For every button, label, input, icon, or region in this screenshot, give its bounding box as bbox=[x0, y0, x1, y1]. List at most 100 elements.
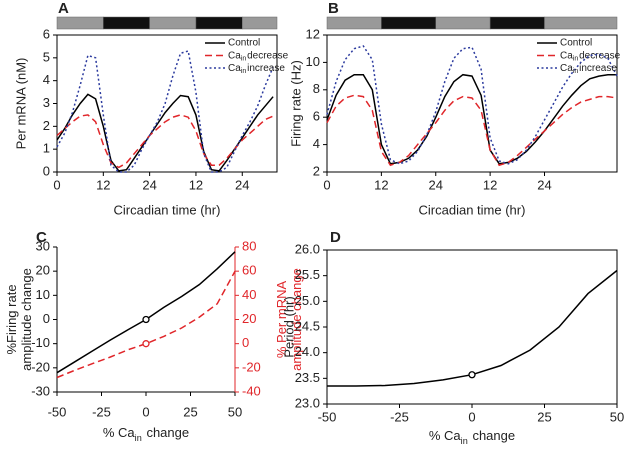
subscript: in bbox=[573, 56, 579, 63]
light-dark-segment bbox=[489, 16, 545, 30]
open-marker bbox=[468, 371, 476, 379]
subscript: in bbox=[573, 68, 579, 75]
light-dark-segment bbox=[544, 16, 618, 30]
x-axis-label: Circadian time (hr) bbox=[114, 202, 221, 217]
y-tick-label: 2 bbox=[313, 163, 320, 178]
text-part: decrease bbox=[579, 50, 621, 61]
series-line bbox=[56, 50, 274, 173]
text-part: % Ca bbox=[429, 428, 462, 443]
y-tick-label: 24.5 bbox=[295, 318, 320, 333]
text-part: increase bbox=[579, 63, 617, 74]
subscript: in bbox=[241, 68, 247, 75]
series-line bbox=[56, 251, 236, 374]
x-tick-label: 0 bbox=[53, 177, 60, 192]
y-axis-label: Period (hr) bbox=[281, 296, 296, 357]
y-tick-label: -10 bbox=[31, 335, 50, 350]
x-tick-label: 24 bbox=[429, 177, 443, 192]
x-tick-label: 12 bbox=[96, 177, 110, 192]
subscript: in bbox=[135, 433, 142, 443]
y-tick-label: 5 bbox=[43, 49, 50, 64]
label-line: % Per mRNA bbox=[274, 281, 289, 359]
subscript: in bbox=[241, 56, 247, 63]
y2-tick-label: 80 bbox=[242, 238, 256, 253]
plot-frame bbox=[326, 34, 618, 173]
y-tick-label: 26.0 bbox=[295, 241, 320, 256]
series-line bbox=[56, 270, 236, 379]
x-tick-label: 0 bbox=[468, 409, 475, 424]
panel-letter: B bbox=[328, 0, 339, 17]
plot-frame bbox=[326, 249, 618, 405]
label-line: amplitude change bbox=[289, 268, 304, 371]
x-axis-label: % Cain change bbox=[103, 425, 189, 443]
legend-label: Control bbox=[228, 38, 260, 49]
label-line: amplitude change bbox=[19, 268, 34, 371]
series-line bbox=[327, 269, 618, 387]
y-tick-label: 1 bbox=[43, 141, 50, 156]
y-axis-label: Per mRNA (nM) bbox=[13, 58, 28, 150]
y-tick-label: 10 bbox=[306, 54, 320, 69]
y-axis-label: %Firing rateamplitude change bbox=[4, 268, 34, 371]
subscript: in bbox=[461, 436, 468, 445]
text-part: change bbox=[143, 425, 189, 440]
x-tick-label: 24 bbox=[235, 177, 249, 192]
y-tick-label: 23.5 bbox=[295, 370, 320, 385]
x-tick-label: 24 bbox=[537, 177, 551, 192]
y-tick-label: 10 bbox=[36, 287, 50, 302]
y-tick-label: 4 bbox=[43, 72, 50, 87]
y2-tick-label: 60 bbox=[242, 263, 256, 278]
light-dark-segment bbox=[435, 16, 491, 30]
y-tick-label: 4 bbox=[313, 136, 320, 151]
y2-tick-label: -40 bbox=[242, 383, 261, 398]
y-axis-label: Firing rate (Hz) bbox=[288, 60, 303, 147]
x-tick-label: 0 bbox=[323, 177, 330, 192]
light-dark-segment bbox=[381, 16, 436, 30]
y-tick-label: 6 bbox=[43, 26, 50, 41]
text-part: Ca bbox=[560, 63, 573, 74]
y-tick-label: 25.0 bbox=[295, 293, 320, 308]
y-tick-label: 6 bbox=[313, 109, 320, 124]
light-dark-segment bbox=[326, 16, 382, 30]
legend-label: Cain increase bbox=[560, 63, 617, 76]
legend-label: Cain decrease bbox=[560, 50, 621, 63]
light-dark-segment bbox=[103, 16, 150, 30]
x-tick-label: 50 bbox=[228, 404, 242, 419]
series-line bbox=[326, 73, 617, 165]
y2-tick-label: 20 bbox=[242, 311, 256, 326]
series-line bbox=[326, 94, 618, 167]
x-tick-label: 12 bbox=[483, 177, 497, 192]
y2-tick-label: -20 bbox=[242, 359, 261, 374]
panel-letter: A bbox=[58, 0, 69, 17]
text-part: % Ca bbox=[103, 425, 136, 440]
light-dark-segment bbox=[242, 16, 278, 30]
y2-tick-label: 0 bbox=[242, 335, 249, 350]
legend-label: Control bbox=[560, 38, 592, 49]
y-tick-label: 25.5 bbox=[295, 267, 320, 282]
light-dark-segment bbox=[56, 16, 104, 30]
series-line bbox=[56, 114, 274, 169]
x-tick-label: 25 bbox=[183, 404, 197, 419]
x-tick-label: 12 bbox=[189, 177, 203, 192]
text-part: Ca bbox=[228, 63, 241, 74]
panel-letter: C bbox=[36, 229, 47, 246]
legend-label: Cain increase bbox=[228, 63, 285, 76]
light-dark-segment bbox=[149, 16, 197, 30]
light-dark-segment bbox=[195, 16, 243, 30]
y-tick-label: -30 bbox=[31, 383, 50, 398]
open-marker bbox=[142, 340, 150, 348]
y-tick-label: 24.0 bbox=[295, 344, 320, 359]
text-part: Ca bbox=[560, 50, 573, 61]
text-part: change bbox=[469, 428, 515, 443]
y-tick-label: 8 bbox=[313, 81, 320, 96]
y-tick-label: 2 bbox=[43, 118, 50, 133]
x-tick-label: -25 bbox=[92, 404, 111, 419]
text-part: increase bbox=[247, 63, 285, 74]
legend-label: Cain decrease bbox=[228, 50, 289, 63]
y-tick-label: 23.0 bbox=[295, 395, 320, 410]
y-tick-label: -20 bbox=[31, 359, 50, 374]
label-line: %Firing rate bbox=[4, 284, 19, 354]
x-axis-label: % Cain change bbox=[429, 428, 515, 445]
y-tick-label: 20 bbox=[36, 263, 50, 278]
series-line bbox=[326, 45, 618, 165]
